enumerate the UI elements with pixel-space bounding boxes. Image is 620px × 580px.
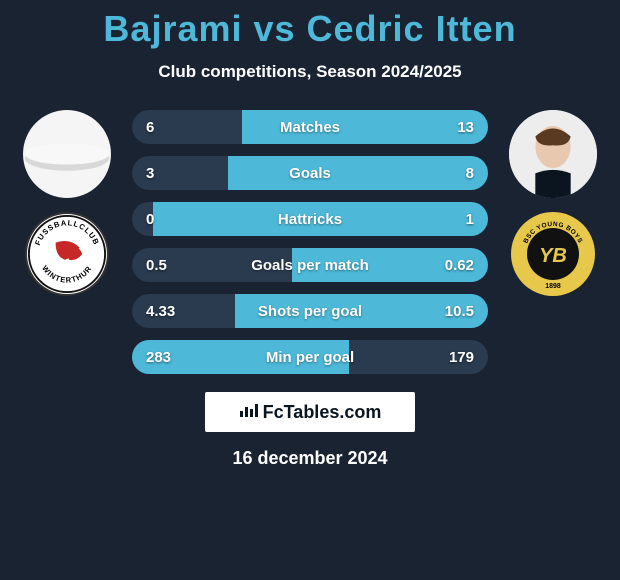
left-column: FUSSBALLCLUB WINTERTHUR [12, 110, 122, 296]
stat-label: Hattricks [132, 211, 488, 228]
svg-text:YB: YB [539, 245, 567, 267]
stat-bar: 4.3310.5Shots per goal [132, 294, 488, 328]
stat-label: Matches [132, 119, 488, 136]
club-left-logo: FUSSBALLCLUB WINTERTHUR [25, 212, 109, 296]
stat-label: Min per goal [132, 349, 488, 366]
stats-column: 613Matches 38Goals 01Hattricks 0.50.62Goals… [132, 110, 488, 374]
right-column: YB BSC YOUNG BOYS 1898 [498, 110, 608, 296]
stat-bar: 0.50.62Goals per match [132, 248, 488, 282]
branding-badge: FcTables.com [205, 392, 415, 432]
chart-icon [239, 402, 259, 423]
stat-label: Goals per match [132, 257, 488, 274]
stat-bar: 283179Min per goal [132, 340, 488, 374]
comparison-card: Bajrami vs Cedric Itten Club competition… [0, 0, 620, 580]
stat-label: Goals [132, 165, 488, 182]
avatar-placeholder-icon [23, 110, 111, 198]
main-row: FUSSBALLCLUB WINTERTHUR 613Matches 38Goal… [0, 110, 620, 374]
stat-bar: 38Goals [132, 156, 488, 190]
stat-label: Shots per goal [132, 303, 488, 320]
page-subtitle: Club competitions, Season 2024/2025 [0, 62, 620, 82]
winterthur-badge-icon: FUSSBALLCLUB WINTERTHUR [27, 214, 107, 294]
stat-bar: 613Matches [132, 110, 488, 144]
club-right-logo: YB BSC YOUNG BOYS 1898 [511, 212, 595, 296]
svg-text:1898: 1898 [545, 283, 561, 290]
avatar-icon [509, 110, 597, 198]
stat-bar: 01Hattricks [132, 202, 488, 236]
youngboys-badge-icon: YB BSC YOUNG BOYS 1898 [511, 212, 595, 296]
page-title: Bajrami vs Cedric Itten [0, 8, 620, 50]
player-left-photo [23, 110, 111, 198]
branding-text: FcTables.com [263, 402, 382, 423]
date-label: 16 december 2024 [0, 448, 620, 469]
player-right-photo [509, 110, 597, 198]
